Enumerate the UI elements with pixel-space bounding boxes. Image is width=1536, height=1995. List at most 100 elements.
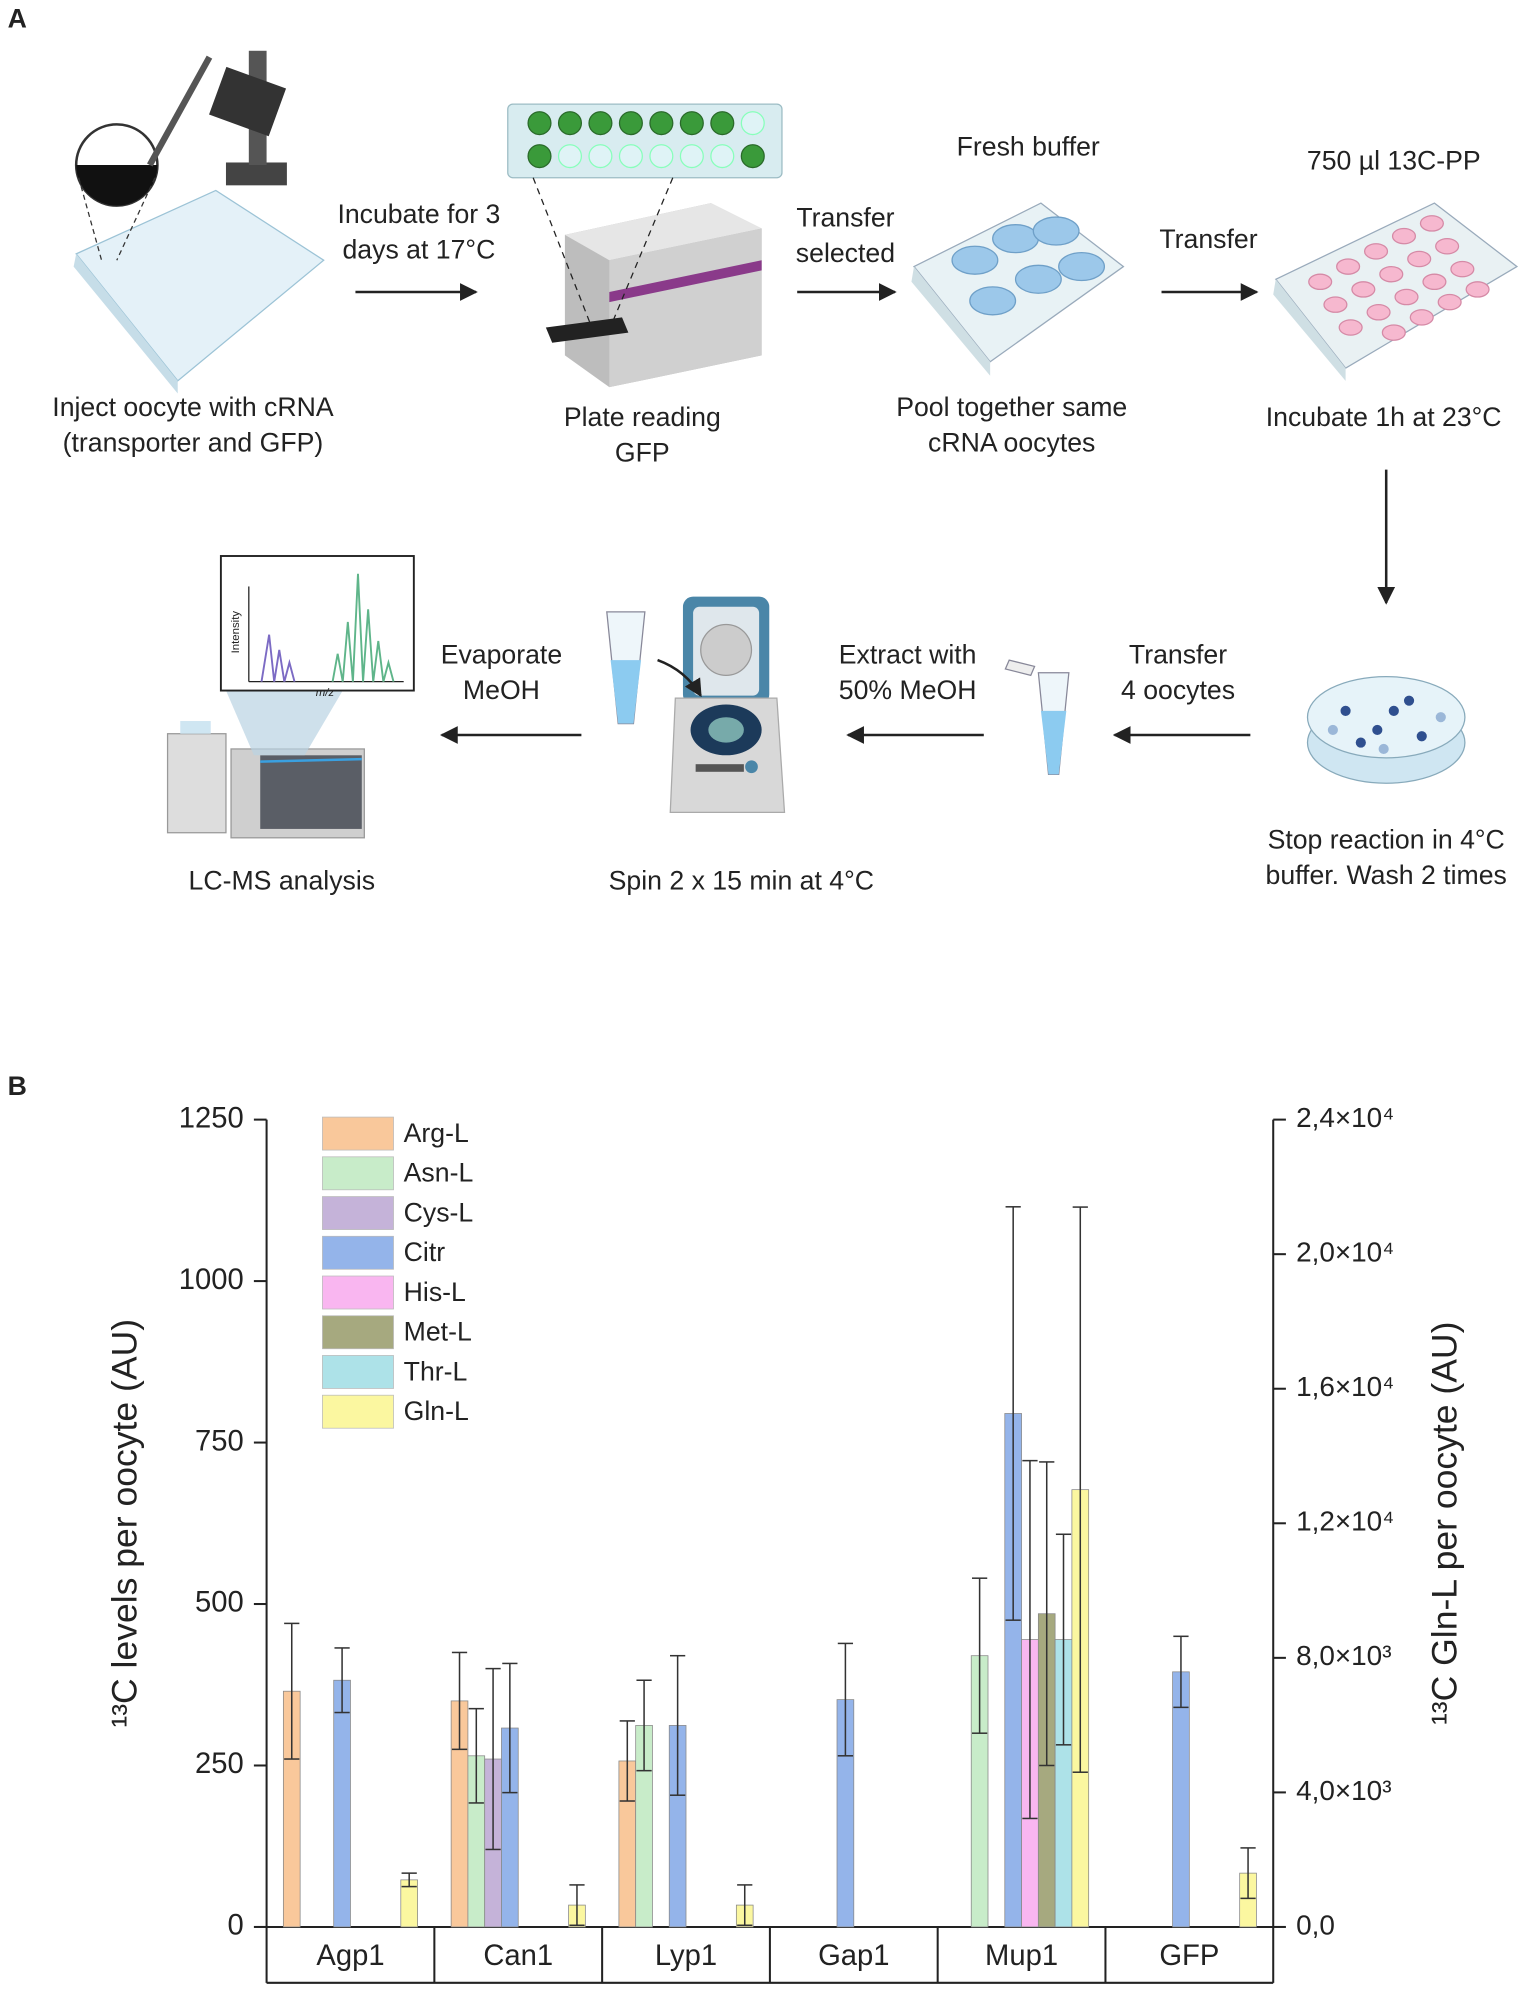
- y2-tick-label: 1,2×10⁴: [1296, 1506, 1394, 1537]
- step-label: (transporter and GFP): [63, 427, 324, 457]
- x-tick-label: Mup1: [985, 1940, 1058, 1972]
- bar: [1172, 1671, 1190, 1928]
- centrifuge-icon: [606, 596, 786, 814]
- plate-reader-icon: [507, 103, 783, 388]
- error-bar: [1173, 1635, 1189, 1709]
- error-bar: [1055, 1533, 1072, 1746]
- error-bar: [1005, 1206, 1021, 1621]
- petri-dish-icon: [1306, 675, 1466, 784]
- step-label: Fresh buffer: [957, 132, 1100, 162]
- legend-label: Gln-L: [404, 1396, 469, 1426]
- y2-tick-label: 2,4×10⁴: [1296, 1102, 1394, 1133]
- tube-icon: [1004, 659, 1070, 775]
- legend-swatch: [322, 1394, 394, 1429]
- error-bar: [636, 1679, 652, 1772]
- step-label: Spin 2 x 15 min at 4°C: [609, 865, 874, 895]
- inset-y-label: Intensity: [230, 611, 242, 654]
- error-bar: [972, 1577, 988, 1734]
- step-label: 750 µl 13C-PP: [1307, 146, 1481, 176]
- error-bar: [737, 1884, 753, 1927]
- step-label: MeOH: [463, 675, 540, 705]
- step-label: Stop reaction in 4°C: [1268, 825, 1505, 855]
- error-bar: [670, 1654, 686, 1796]
- error-bar: [485, 1667, 501, 1851]
- six-well-plate-icon: [911, 202, 1125, 376]
- error-bar: [451, 1651, 468, 1751]
- panel-label: A: [8, 3, 27, 33]
- workflow-diagram: A: [8, 3, 1519, 896]
- error-bar: [837, 1642, 854, 1757]
- error-bar: [1240, 1847, 1256, 1900]
- twenty-four-well-plate-icon: [1273, 202, 1519, 381]
- legend-label: His-L: [404, 1277, 466, 1307]
- y-tick-label: 250: [195, 1748, 244, 1780]
- y2-tick-label: 8,0×10³: [1296, 1640, 1391, 1671]
- legend-label: Met-L: [404, 1317, 472, 1347]
- legend-label: Cys-L: [404, 1197, 474, 1227]
- legend-label: Asn-L: [404, 1158, 474, 1188]
- y2-tick-label: 2,0×10⁴: [1296, 1237, 1394, 1268]
- step-label: Evaporate: [441, 639, 562, 669]
- error-bar: [619, 1720, 635, 1802]
- legend-swatch: [322, 1235, 394, 1270]
- step-label: Pool together same: [896, 392, 1127, 422]
- step-label: GFP: [615, 437, 670, 467]
- legend-swatch: [322, 1156, 394, 1191]
- step-label: Inject oocyte with cRNA: [52, 392, 334, 422]
- error-bar: [334, 1647, 350, 1714]
- legend-swatch: [322, 1196, 394, 1230]
- step-label: Transfer: [1159, 224, 1257, 254]
- error-bar: [569, 1884, 585, 1927]
- step-label: 4 oocytes: [1121, 675, 1235, 705]
- step-label: Incubate for 3: [337, 199, 500, 229]
- step-label: buffer. Wash 2 times: [1266, 860, 1507, 890]
- legend-label: Arg-L: [404, 1118, 469, 1148]
- y-tick-label: 1250: [179, 1102, 244, 1134]
- legend-swatch: [322, 1315, 394, 1350]
- y2-axis-title: ¹³C Gln-L per oocyte (AU): [1425, 1322, 1465, 1725]
- legend-swatch: [322, 1116, 394, 1151]
- step-label: selected: [796, 238, 895, 268]
- y-tick-label: 500: [195, 1587, 244, 1619]
- legend-label: Thr-L: [404, 1356, 468, 1386]
- legend-label: Citr: [404, 1237, 446, 1267]
- step-label: Extract with: [839, 639, 977, 669]
- error-bar: [1039, 1461, 1055, 1767]
- x-tick-label: Gap1: [818, 1940, 889, 1972]
- y-tick-label: 1000: [179, 1264, 244, 1296]
- legend-swatch: [322, 1275, 394, 1310]
- error-bar: [1022, 1459, 1038, 1820]
- step-label: days at 17°C: [342, 234, 495, 264]
- step-label: Incubate 1h at 23°C: [1266, 402, 1502, 432]
- x-tick-label: Agp1: [316, 1940, 384, 1972]
- step-labels: Inject oocyte with cRNA (transporter and …: [52, 132, 1507, 896]
- error-bar: [1072, 1206, 1088, 1773]
- x-tick-label: Can1: [483, 1940, 553, 1972]
- injection-icon: [73, 50, 325, 394]
- step-label: 50% MeOH: [839, 675, 977, 705]
- y-tick-label: 750: [195, 1425, 244, 1457]
- y2-tick-label: 0,0: [1296, 1909, 1335, 1940]
- error-bar: [502, 1662, 518, 1794]
- lcms-icon: Intensity m/z: [166, 555, 415, 839]
- bar: [333, 1679, 351, 1928]
- y2-tick-label: 4,0×10³: [1296, 1775, 1391, 1806]
- x-tick-label: Lyp1: [655, 1940, 717, 1972]
- y-tick-label: 0: [228, 1910, 244, 1942]
- error-bar: [401, 1872, 417, 1888]
- inset-x-label: m/z: [316, 687, 335, 699]
- step-label: Transfer: [1129, 639, 1227, 669]
- step-label: Plate reading: [564, 402, 721, 432]
- step-label: LC-MS analysis: [189, 865, 376, 895]
- panel-label: B: [8, 1071, 27, 1101]
- y-axis-title: ¹³C levels per oocyte (AU): [104, 1319, 144, 1728]
- y2-tick-label: 1,6×10⁴: [1296, 1371, 1394, 1402]
- step-label: Transfer: [796, 203, 894, 233]
- legend-swatch: [322, 1355, 394, 1389]
- bar-chart: B 0 250 500 750 1000 1250 0,0 4,0×10³ 8,0×10³ 1,2×…: [8, 1071, 1465, 1984]
- error-bar: [468, 1707, 484, 1804]
- error-bar: [284, 1622, 300, 1760]
- x-tick-label: GFP: [1159, 1940, 1219, 1972]
- arrows: [355, 283, 1396, 744]
